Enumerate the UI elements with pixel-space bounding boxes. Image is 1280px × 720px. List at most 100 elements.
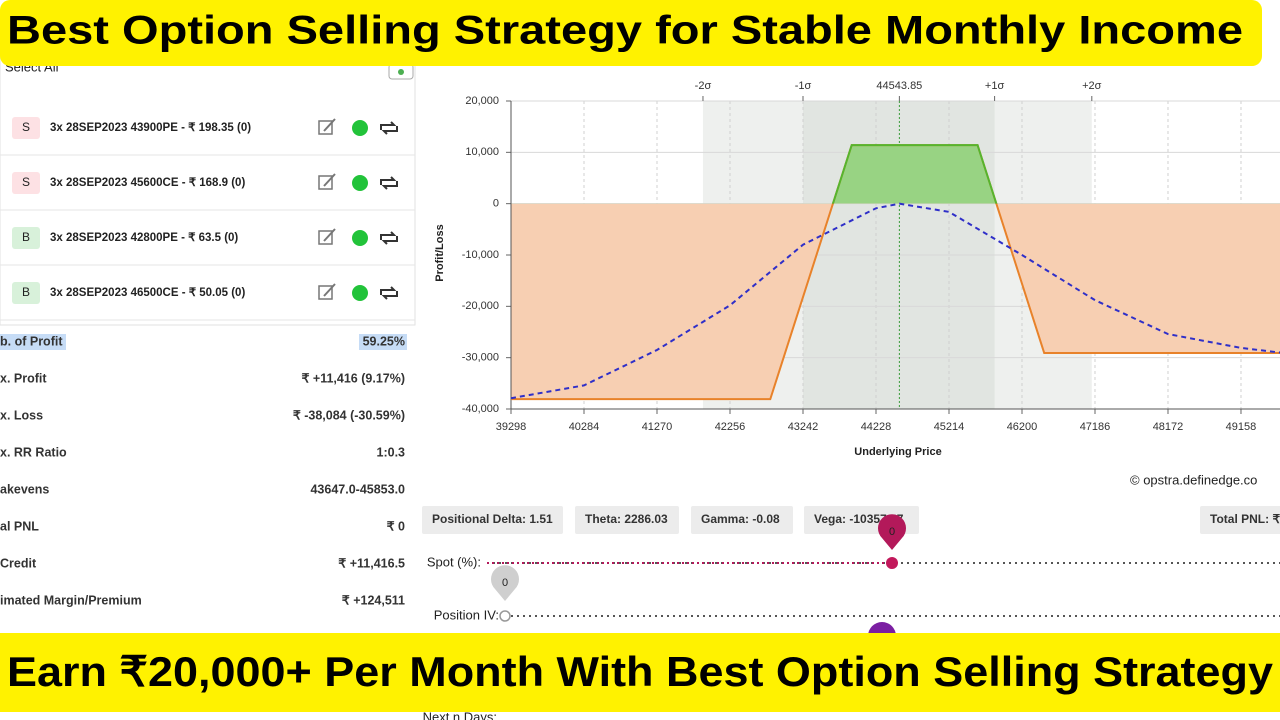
next-days-label: Next n Days: bbox=[423, 709, 497, 720]
leg-text: 3x 28SEP2023 42800PE - ₹ 63.5 (0) bbox=[50, 232, 238, 244]
y-tick-label: 0 bbox=[493, 198, 499, 210]
greek-text: Theta: 2286.03 bbox=[585, 512, 668, 526]
slider-pin bbox=[491, 565, 519, 601]
slider-value: 0 bbox=[889, 526, 895, 538]
slider-pin bbox=[878, 514, 907, 550]
loss-shading bbox=[511, 203, 1280, 400]
swap-icon[interactable] bbox=[380, 176, 398, 190]
side-badge bbox=[12, 282, 40, 304]
metric-label: x. Loss bbox=[0, 408, 43, 422]
x-tick-label: 45214 bbox=[934, 421, 965, 433]
edit-icon-pen bbox=[323, 228, 336, 242]
x-tick-label: 44228 bbox=[861, 421, 892, 433]
metric-value: ₹ 0 bbox=[387, 519, 405, 533]
greek-box bbox=[691, 506, 793, 534]
highlight bbox=[359, 334, 407, 350]
x-tick-label: 39298 bbox=[496, 421, 527, 433]
metric-value: ₹ +11,416.5 bbox=[338, 556, 405, 570]
side-badge bbox=[12, 117, 40, 139]
status-dot[interactable] bbox=[352, 230, 368, 246]
profit-shading bbox=[832, 145, 997, 204]
status-dot[interactable] bbox=[352, 285, 368, 301]
metric-label: akevens bbox=[0, 482, 49, 496]
slider-value: 0 bbox=[502, 577, 508, 589]
side-badge bbox=[12, 227, 40, 249]
greek-box bbox=[422, 506, 563, 534]
edit-icon-pen bbox=[323, 283, 336, 297]
x-tick-label: 41270 bbox=[642, 421, 673, 433]
x-tick-label: 46200 bbox=[1007, 421, 1038, 433]
x-axis-label: Underlying Price bbox=[854, 446, 941, 458]
swap-icon[interactable] bbox=[380, 286, 398, 300]
top-tick-label: +1σ bbox=[985, 80, 1005, 92]
leg-text: 3x 28SEP2023 45600CE - ₹ 168.9 (0) bbox=[50, 177, 245, 189]
side-badge-text: S bbox=[22, 175, 30, 189]
left-panel: Select All S 3x 28SEP2023 43900PE - ₹ 198… bbox=[0, 49, 416, 607]
x-tick-label: 48172 bbox=[1153, 421, 1184, 433]
metric-value: ₹ -38,084 (-30.59%) bbox=[293, 408, 405, 422]
metric-label: al PNL bbox=[0, 519, 39, 533]
metric-value: 59.25% bbox=[363, 334, 405, 348]
y-tick-label: -10,000 bbox=[462, 249, 499, 261]
highlight bbox=[0, 334, 66, 350]
series-line bbox=[510, 202, 1280, 400]
top-tick-label: -1σ bbox=[795, 80, 812, 92]
x-tick-label: 40284 bbox=[569, 421, 600, 433]
profit-segment bbox=[831, 144, 998, 204]
x-tick-label: 49158 bbox=[1226, 421, 1257, 433]
bottom-banner-text: Earn ₹20,000+ Per Month With Best Option… bbox=[7, 648, 1274, 695]
edit-icon-pen bbox=[323, 118, 336, 132]
side-badge-text: B bbox=[22, 285, 30, 299]
edit-icon[interactable] bbox=[318, 230, 333, 245]
controls: Positional Delta: 1.51 Theta: 2286.03 Gamm… bbox=[422, 506, 1280, 720]
select-toggle-icon bbox=[398, 69, 404, 75]
y-axis-label: Profit/Loss bbox=[434, 224, 446, 281]
greek-text: Total PNL: ₹ bbox=[1210, 512, 1280, 526]
x-tick-label: 42256 bbox=[715, 421, 746, 433]
y-tick-label: -30,000 bbox=[462, 352, 499, 364]
swap-icon[interactable] bbox=[380, 231, 398, 245]
top-tick-label: +2σ bbox=[1082, 80, 1102, 92]
metric-label: b. of Profit bbox=[0, 334, 63, 348]
edit-icon[interactable] bbox=[318, 175, 333, 190]
slider-thumb[interactable] bbox=[886, 557, 898, 569]
y-tick-label: -20,000 bbox=[462, 300, 499, 312]
swap-icon[interactable] bbox=[380, 121, 398, 135]
metric-value: ₹ +11,416 (9.17%) bbox=[301, 371, 405, 385]
credit: © opstra.definedge.co bbox=[1130, 472, 1257, 487]
y-tick-label: 10,000 bbox=[465, 146, 499, 158]
leg-text: 3x 28SEP2023 46500CE - ₹ 50.05 (0) bbox=[50, 287, 245, 299]
greek-box bbox=[575, 506, 679, 534]
bottom-banner bbox=[0, 633, 1280, 712]
side-badge bbox=[12, 172, 40, 194]
legs-panel bbox=[0, 49, 416, 326]
metric-label: Credit bbox=[0, 556, 37, 570]
payoff-chart: 39298 40284 41270 42256 43242 44228 45214 46200… bbox=[434, 80, 1280, 487]
y-tick-label: 20,000 bbox=[465, 95, 499, 107]
x-tick-label: 47186 bbox=[1080, 421, 1111, 433]
status-dot[interactable] bbox=[352, 120, 368, 136]
slider-thumb[interactable] bbox=[499, 610, 511, 622]
top-tick-label: 44543.85 bbox=[876, 80, 922, 92]
top-banner bbox=[0, 0, 1262, 66]
leg-text: 3x 28SEP2023 43900PE - ₹ 198.35 (0) bbox=[50, 122, 251, 134]
greek-text: Positional Delta: 1.51 bbox=[432, 512, 553, 526]
edit-icon-pen bbox=[323, 173, 336, 187]
status-dot[interactable] bbox=[352, 175, 368, 191]
edit-icon[interactable] bbox=[318, 120, 333, 135]
y-tick-label: -40,000 bbox=[462, 403, 499, 415]
metric-label: imated Margin/Premium bbox=[0, 593, 142, 607]
edit-icon[interactable] bbox=[318, 285, 333, 300]
side-badge-text: B bbox=[22, 230, 30, 244]
slider-label: Spot (%): bbox=[427, 554, 481, 569]
greek-text: Gamma: -0.08 bbox=[701, 512, 780, 526]
side-badge-text: S bbox=[22, 120, 30, 134]
slider-label: Position IV: bbox=[434, 607, 499, 622]
top-tick-label: -2σ bbox=[695, 80, 712, 92]
top-banner-text: Best Option Selling Strategy for Stable … bbox=[7, 9, 1243, 53]
metric-value: 43647.0-45853.0 bbox=[310, 482, 405, 496]
metric-label: x. Profit bbox=[0, 371, 47, 385]
metric-value: ₹ +124,511 bbox=[342, 593, 405, 607]
